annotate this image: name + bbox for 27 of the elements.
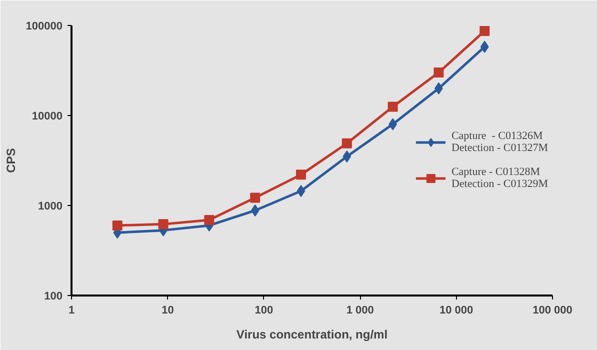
x-tick-label: 10 000 xyxy=(439,304,474,316)
point xyxy=(296,184,306,197)
legend-label: Capture - C01326M Detection - C01327M xyxy=(451,130,548,154)
y-tick-label: 1000 xyxy=(38,200,63,212)
point xyxy=(388,102,398,112)
y-tick-label: 10000 xyxy=(32,110,63,122)
x-tick-label: 10 xyxy=(162,304,174,316)
legend-label: Capture - C01328M Detection - C01329M xyxy=(451,166,548,190)
point xyxy=(342,138,352,148)
x-tick-label: 100 000 xyxy=(532,304,572,316)
x-tick-label: 1 000 xyxy=(346,304,374,316)
point xyxy=(342,150,352,163)
y-tick-label: 100 xyxy=(44,290,63,302)
x-tick-label: 100 xyxy=(254,304,274,316)
y-tick-label: 100000 xyxy=(26,20,63,32)
point xyxy=(480,26,490,36)
point xyxy=(434,68,444,78)
point xyxy=(480,40,489,53)
point xyxy=(250,204,260,216)
x-axis-title: Virus concentration, ng/ml xyxy=(236,328,388,342)
x-tick-label: 1 xyxy=(68,304,75,316)
point xyxy=(204,215,214,226)
point xyxy=(296,170,306,180)
point xyxy=(158,219,168,230)
y-axis-title: CPS xyxy=(4,148,18,173)
point xyxy=(112,220,122,230)
point xyxy=(250,192,260,203)
